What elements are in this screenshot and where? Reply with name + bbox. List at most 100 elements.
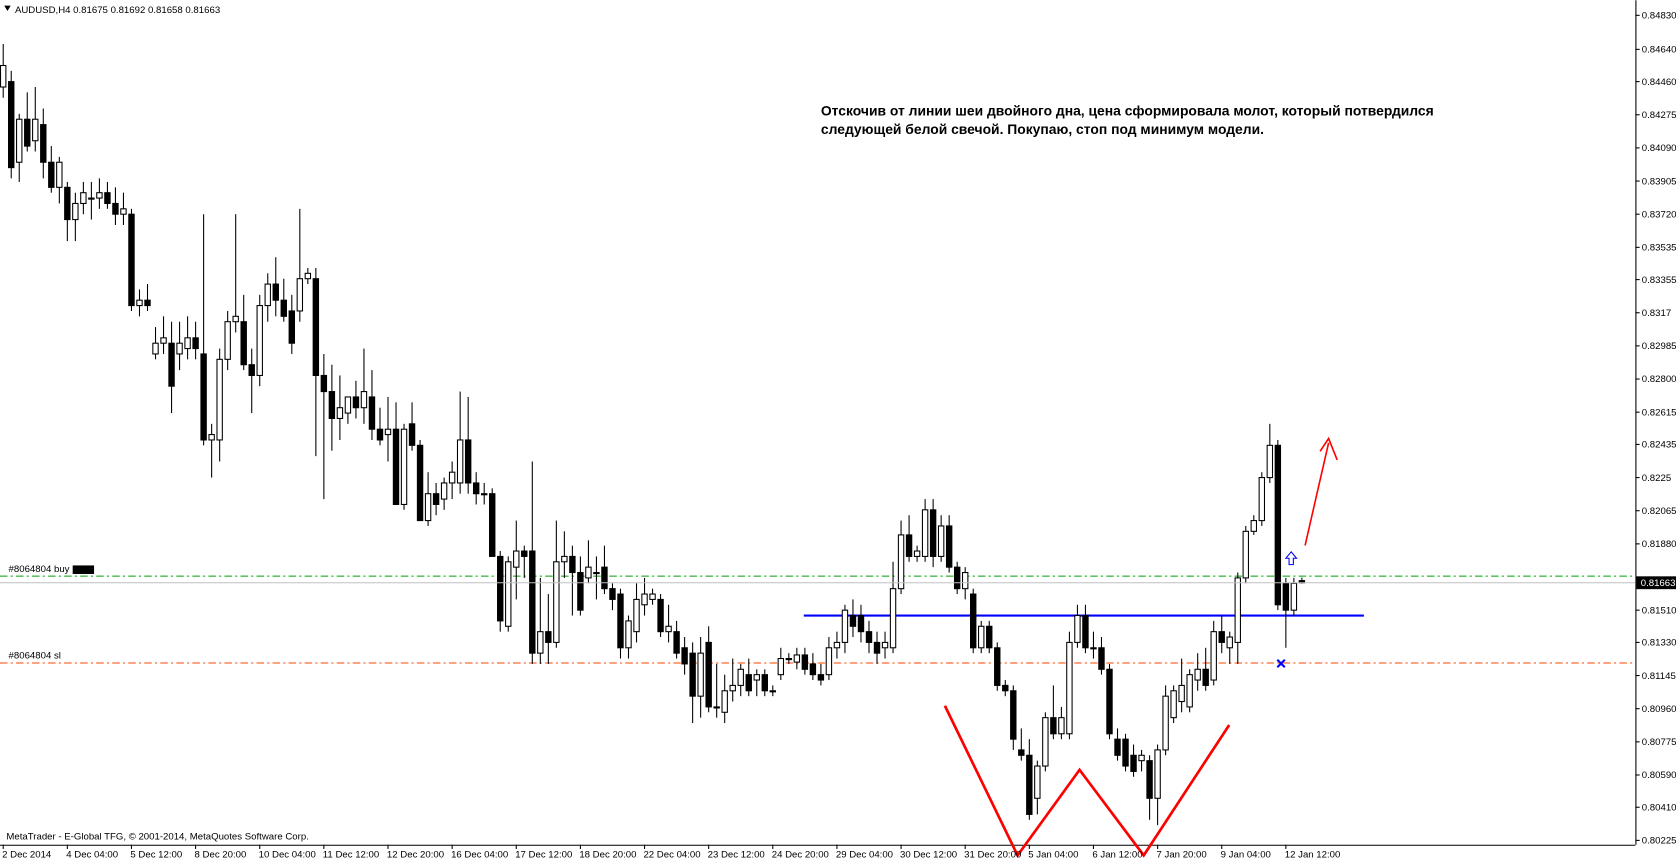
candle-body — [921, 509, 929, 557]
candle-body — [601, 566, 608, 590]
candle-body — [136, 299, 143, 307]
menu-triangle — [4, 5, 11, 11]
candle-body — [144, 299, 151, 307]
candle-body — [1194, 668, 1201, 681]
order-label: #8064804 buy — [9, 564, 70, 575]
candle-body — [561, 555, 568, 563]
x-tick-label: 16 Dec 04:00 — [451, 850, 508, 861]
price-box — [1636, 576, 1676, 590]
candle-body — [160, 337, 167, 344]
candle-body — [1202, 668, 1209, 686]
x-tick-label: 23 Dec 12:00 — [708, 850, 765, 861]
candle-body — [272, 283, 279, 301]
candle-body — [296, 278, 304, 312]
candle-body — [192, 337, 199, 350]
candle-body — [104, 192, 111, 204]
candle-body — [240, 321, 247, 366]
candle-body — [408, 423, 416, 446]
candle-body — [705, 641, 712, 708]
candle-body — [769, 690, 777, 693]
candle-body — [745, 674, 752, 692]
candle-body — [376, 428, 384, 441]
candle-body — [176, 342, 183, 355]
candle-body — [128, 213, 135, 307]
candle-body — [817, 674, 825, 681]
candle-body — [961, 572, 969, 590]
candle-body — [657, 598, 664, 633]
candle-body — [168, 342, 175, 387]
x-tick-label: 9 Jan 04:00 — [1221, 850, 1271, 861]
candle-body — [609, 588, 616, 600]
candle-body — [288, 310, 296, 344]
y-tick-label: 0.84830 — [1642, 11, 1676, 22]
candle-body — [905, 534, 913, 557]
footer: MetaTrader - E-Global TFG, © 2001-2014, … — [6, 831, 308, 842]
candle-body — [480, 493, 488, 496]
x-tick-label: 24 Dec 20:00 — [772, 850, 829, 861]
candle-body — [994, 647, 1001, 686]
candle-body — [1106, 668, 1113, 735]
candle-body — [849, 615, 857, 627]
candle-body — [505, 561, 512, 627]
x-tick-label: 17 Dec 12:00 — [515, 850, 572, 861]
y-tick-label: 0.8225 — [1642, 473, 1671, 484]
candle-body — [953, 566, 961, 590]
current-price: 0.81663 — [1641, 578, 1676, 589]
candle-body — [729, 684, 736, 692]
candle-body — [1122, 738, 1129, 767]
candle-body — [545, 631, 552, 643]
candle-body — [625, 620, 632, 649]
x-tick-label: 31 Dec 20:00 — [964, 850, 1021, 861]
red-arrow — [1304, 442, 1330, 546]
x-tick-label: 2 Dec 2014 — [2, 850, 52, 861]
candle-body — [360, 391, 368, 409]
y-tick-label: 0.80410 — [1642, 802, 1676, 813]
candle-body — [1162, 695, 1169, 751]
sl-cross — [1276, 659, 1286, 669]
candle-body — [432, 493, 440, 505]
symbol: AUDUSD,H4 — [15, 5, 71, 16]
candle-body — [120, 208, 127, 215]
order-marker — [72, 565, 95, 574]
candle-body — [489, 493, 496, 557]
candle-body — [472, 482, 480, 495]
candle-body — [208, 434, 215, 441]
candle-body — [721, 690, 728, 713]
candle-body — [40, 124, 47, 163]
x-tick-label: 10 Dec 04:00 — [259, 850, 316, 861]
high: 0.81692 — [111, 5, 146, 16]
y-tick-label: 0.83355 — [1642, 275, 1676, 286]
candle-body — [978, 625, 985, 649]
x-tick-label: 8 Dec 20:00 — [195, 850, 247, 861]
y-tick-label: 0.80225 — [1642, 836, 1676, 847]
candle-body — [152, 342, 159, 355]
candle-body — [32, 118, 39, 142]
y-tick-label: 0.83720 — [1642, 209, 1676, 220]
candle-body — [112, 202, 119, 215]
candle-body — [761, 674, 768, 692]
candle-body — [392, 428, 400, 505]
candle-body — [1114, 738, 1121, 756]
double-bottom-drawing — [943, 705, 1231, 858]
x-tick-label: 5 Dec 12:00 — [130, 850, 182, 861]
candle-body — [737, 668, 744, 686]
y-tick-label: 0.81880 — [1642, 539, 1676, 550]
candle-body — [1242, 530, 1249, 579]
annotation-line: следующей белой свечой. Покупаю, стоп по… — [821, 121, 1264, 137]
candle-body — [857, 615, 865, 633]
y-tick-label: 0.82615 — [1642, 407, 1676, 418]
y-tick-label: 0.83905 — [1642, 176, 1676, 187]
order-label: #8064804 sl — [9, 651, 61, 662]
annotation-line: Отскочив от линии шеи двойного дна, цена… — [821, 103, 1434, 119]
candle-body — [1026, 754, 1033, 815]
candle-body — [1098, 647, 1105, 670]
candle-body — [384, 428, 392, 436]
candle-body — [881, 641, 889, 649]
candle-body — [48, 161, 55, 188]
y-tick-label: 0.84640 — [1642, 45, 1676, 56]
candle-body — [1018, 749, 1025, 756]
candle-body — [1250, 520, 1257, 532]
candle-body — [232, 315, 239, 323]
